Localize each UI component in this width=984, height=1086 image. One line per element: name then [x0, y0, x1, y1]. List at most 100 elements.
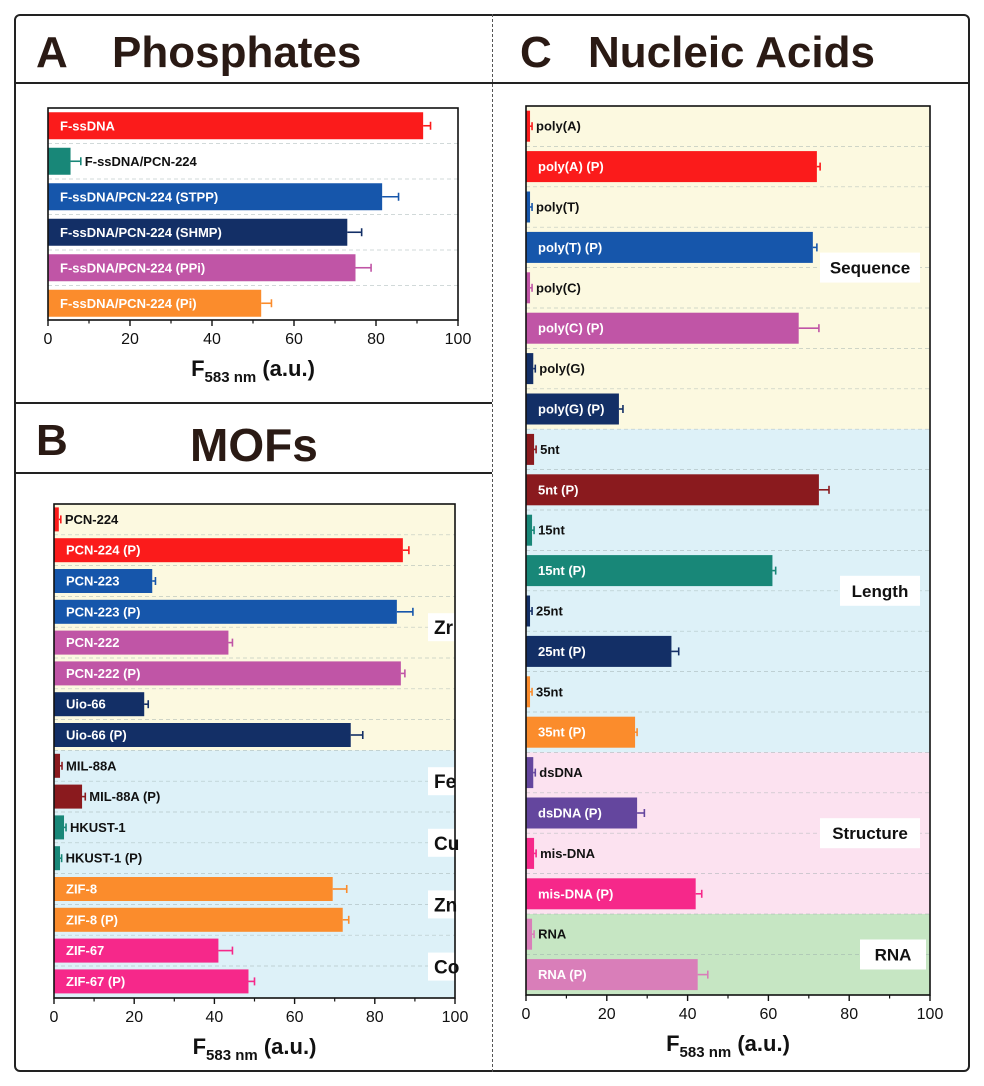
- bar-label: poly(G) (P): [538, 402, 604, 417]
- group-label: Cu: [434, 834, 459, 855]
- bar: [48, 254, 356, 282]
- panel-c-title: Nucleic Acids: [588, 28, 875, 77]
- bar: [526, 918, 533, 950]
- x-axis-label-main: F: [666, 1031, 679, 1056]
- bar: [48, 112, 424, 140]
- bar-label: PCN-223: [66, 574, 119, 589]
- x-tick-label: 0: [44, 331, 53, 348]
- bar-label: poly(A): [536, 119, 581, 134]
- x-axis-label-unit: (a.u.): [256, 356, 315, 381]
- bar: [526, 272, 531, 304]
- x-tick-label: 40: [206, 1009, 224, 1026]
- bar: [526, 191, 531, 223]
- bar: [526, 231, 813, 263]
- bar: [526, 797, 638, 829]
- bar: [54, 569, 153, 593]
- x-tick-label: 100: [445, 331, 472, 348]
- bar-label: PCN-224 (P): [66, 543, 140, 558]
- bar-label: 25nt (P): [538, 644, 586, 659]
- bar: [526, 514, 533, 546]
- bar: [48, 218, 348, 246]
- bar-label: mis-DNA: [540, 846, 596, 861]
- bar: [54, 661, 401, 686]
- bar: [54, 938, 219, 963]
- bar-label: F-ssDNA/PCN-224 (SHMP): [60, 225, 222, 240]
- x-tick-label: 60: [286, 1009, 304, 1026]
- x-axis-label-main: F: [191, 356, 204, 381]
- bar: [54, 969, 249, 994]
- bar-label: ZIF-67 (P): [66, 974, 125, 989]
- chart-panel-a: F-ssDNA F-ssDNA/PCN-224 F-ssDNA/PCN-224 (S…: [44, 107, 472, 386]
- bar: [54, 507, 59, 532]
- x-axis-label-unit: (a.u.): [258, 1034, 317, 1059]
- bar: [526, 433, 535, 465]
- chart-panel-b: PCN-224 PCN-224 (P) PCN-223 PCN-223 (P) PCN-…: [50, 503, 468, 1064]
- x-axis-label-main: F: [193, 1034, 206, 1059]
- bar-label: 5nt: [540, 442, 560, 457]
- bar: [526, 635, 672, 667]
- bar-label: Uio-66: [66, 697, 106, 712]
- group-label-box: [428, 613, 464, 642]
- bar: [54, 846, 61, 871]
- chart-panel-c: poly(A) poly(A) (P) poly(T) poly(T) (P) poly…: [522, 105, 943, 1061]
- group-label-box: [428, 890, 464, 919]
- bar: [54, 630, 229, 655]
- panel-c-letter: C: [520, 28, 552, 77]
- group-label: Co: [434, 958, 459, 979]
- group-label: Fe: [434, 772, 456, 793]
- group-label-box: [840, 575, 920, 606]
- x-tick-label: 80: [366, 1009, 384, 1026]
- bar-label: PCN-222 (P): [66, 666, 140, 681]
- bar-label: HKUST-1 (P): [66, 851, 143, 866]
- bar-label: poly(T): [536, 200, 579, 215]
- bar: [54, 723, 351, 747]
- bar: [526, 837, 535, 869]
- bar: [54, 692, 145, 717]
- bar-label: HKUST-1: [70, 820, 126, 835]
- x-axis-label-sub: 583 nm: [680, 1044, 732, 1061]
- bar-label: poly(G): [539, 361, 585, 376]
- group-label-box: [860, 939, 926, 970]
- bar-label: F-ssDNA: [60, 118, 116, 133]
- group-label-box: [820, 252, 920, 283]
- bar: [48, 147, 71, 175]
- plot-frame: [47, 107, 459, 321]
- x-tick-label: 20: [121, 331, 139, 348]
- x-tick-label: 40: [679, 1006, 697, 1023]
- bar-label: poly(A) (P): [538, 159, 604, 174]
- bar: [526, 151, 817, 183]
- panel-a-letter: A: [36, 28, 68, 77]
- x-tick-label: 20: [598, 1006, 616, 1023]
- header-rule-top: [14, 82, 970, 84]
- x-tick-label: 0: [522, 1006, 531, 1023]
- bar-label: PCN-223 (P): [66, 604, 140, 619]
- bar-label: PCN-224: [65, 512, 119, 527]
- group-label: Structure: [832, 824, 908, 843]
- group-label: Zn: [434, 895, 457, 916]
- bar-label: 35nt: [536, 684, 563, 699]
- bar: [526, 474, 819, 506]
- panel-b-letter: B: [36, 416, 68, 465]
- bar: [526, 110, 531, 142]
- bar: [526, 878, 696, 910]
- bar-label: 25nt: [536, 604, 563, 619]
- bar-label: ZIF-8: [66, 882, 97, 897]
- group-label-box: [428, 767, 464, 796]
- bar: [526, 353, 534, 385]
- bar: [54, 538, 403, 563]
- bar: [526, 555, 773, 587]
- x-tick-label: 20: [125, 1009, 143, 1026]
- panel-b-title: MOFs: [190, 419, 318, 471]
- bar: [54, 877, 333, 901]
- bar: [54, 907, 343, 932]
- x-axis-label: F583 nm (a.u.): [191, 356, 315, 386]
- bar-label: F-ssDNA/PCN-224 (STPP): [60, 189, 218, 204]
- bar: [54, 784, 83, 809]
- bar-label: PCN-222: [66, 635, 119, 650]
- bar-label: F-ssDNA/PCN-224 (PPi): [60, 260, 205, 275]
- bar: [526, 757, 534, 789]
- bar: [48, 289, 262, 317]
- group-label: Zr: [434, 618, 454, 639]
- x-axis-label: F583 nm (a.u.): [666, 1031, 790, 1061]
